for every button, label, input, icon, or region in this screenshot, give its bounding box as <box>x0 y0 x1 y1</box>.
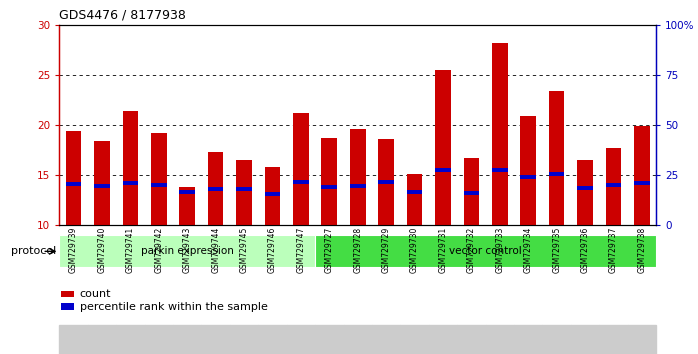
Bar <box>258 325 287 354</box>
Bar <box>265 167 281 225</box>
Bar <box>230 325 258 354</box>
Bar <box>94 184 110 188</box>
Bar <box>287 325 315 354</box>
Bar <box>407 190 422 194</box>
Bar <box>571 325 600 354</box>
Bar <box>123 111 138 225</box>
Bar <box>350 129 366 225</box>
Bar <box>179 190 195 194</box>
Bar <box>322 138 337 225</box>
Text: GSM729739: GSM729739 <box>69 227 78 273</box>
Bar <box>407 174 422 225</box>
Bar <box>542 325 571 354</box>
Bar <box>94 141 110 225</box>
Bar <box>236 160 252 225</box>
Text: GSM729727: GSM729727 <box>325 227 334 273</box>
Text: GSM729734: GSM729734 <box>524 227 533 273</box>
Bar <box>66 131 82 225</box>
Text: GSM729730: GSM729730 <box>410 227 419 273</box>
Bar <box>457 325 486 354</box>
Bar <box>463 191 480 195</box>
Text: GSM729741: GSM729741 <box>126 227 135 273</box>
Text: percentile rank within the sample: percentile rank within the sample <box>80 302 267 312</box>
Bar <box>116 325 144 354</box>
Text: GSM729745: GSM729745 <box>239 227 248 273</box>
Bar <box>59 235 315 267</box>
Bar <box>372 325 401 354</box>
Text: GSM729747: GSM729747 <box>297 227 306 273</box>
Bar <box>549 91 565 225</box>
Text: GSM729731: GSM729731 <box>438 227 447 273</box>
Text: GSM729735: GSM729735 <box>552 227 561 273</box>
Bar <box>401 325 429 354</box>
Bar <box>293 180 309 184</box>
Bar <box>350 184 366 188</box>
Bar <box>123 181 138 185</box>
Bar <box>435 168 451 172</box>
Bar <box>151 183 167 187</box>
Text: parkin expression: parkin expression <box>141 246 234 256</box>
Text: GDS4476 / 8177938: GDS4476 / 8177938 <box>59 9 186 22</box>
Bar <box>577 186 593 190</box>
Bar <box>315 325 343 354</box>
Text: protocol: protocol <box>10 246 56 256</box>
Bar <box>144 325 173 354</box>
Bar <box>577 160 593 225</box>
Bar <box>236 187 252 191</box>
Text: GSM729729: GSM729729 <box>382 227 391 273</box>
Bar <box>343 325 372 354</box>
Bar <box>88 325 116 354</box>
Bar <box>66 182 82 186</box>
Bar <box>521 175 536 179</box>
Text: GSM729736: GSM729736 <box>581 227 590 273</box>
Bar <box>202 325 230 354</box>
Bar <box>492 168 507 172</box>
Bar <box>429 325 457 354</box>
Bar <box>322 185 337 189</box>
Text: GSM729733: GSM729733 <box>496 227 505 273</box>
Text: GSM729742: GSM729742 <box>154 227 163 273</box>
Bar <box>600 325 628 354</box>
Bar <box>549 172 565 176</box>
Bar <box>151 133 167 225</box>
Text: GSM729738: GSM729738 <box>637 227 646 273</box>
Text: GSM729737: GSM729737 <box>609 227 618 273</box>
Bar <box>492 43 507 225</box>
Bar <box>378 180 394 184</box>
Text: vector control: vector control <box>450 246 522 256</box>
Bar <box>59 325 88 354</box>
Text: GSM729740: GSM729740 <box>98 227 107 273</box>
Bar <box>173 325 202 354</box>
Bar <box>606 183 621 187</box>
Bar <box>463 158 480 225</box>
Bar <box>435 70 451 225</box>
Text: GSM729743: GSM729743 <box>183 227 192 273</box>
Bar <box>521 116 536 225</box>
Bar <box>179 187 195 225</box>
Bar <box>293 113 309 225</box>
Bar <box>208 187 223 191</box>
Text: GSM729744: GSM729744 <box>211 227 220 273</box>
Bar <box>378 139 394 225</box>
Bar <box>208 152 223 225</box>
Bar <box>634 126 650 225</box>
Bar <box>634 181 650 185</box>
Bar <box>628 325 656 354</box>
Text: count: count <box>80 289 111 299</box>
Text: GSM729746: GSM729746 <box>268 227 277 273</box>
Bar <box>606 148 621 225</box>
Bar <box>265 192 281 196</box>
Text: GSM729732: GSM729732 <box>467 227 476 273</box>
Bar <box>486 325 514 354</box>
Bar <box>315 235 656 267</box>
Text: GSM729728: GSM729728 <box>353 227 362 273</box>
Bar <box>514 325 542 354</box>
